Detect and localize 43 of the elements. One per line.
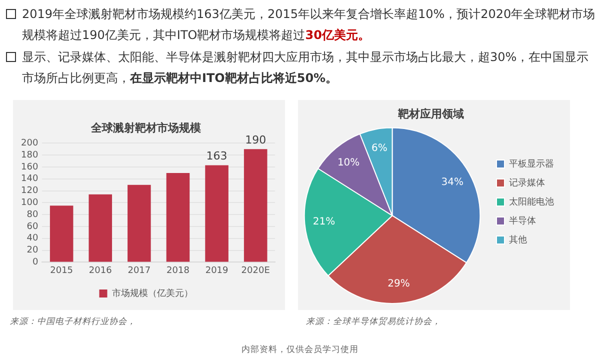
y-tick-label: 60 bbox=[26, 222, 38, 232]
x-tick-label: 2015 bbox=[50, 266, 74, 276]
data-label: 6% bbox=[371, 142, 388, 154]
source-note: 来源：中国电子材料行业协会， bbox=[10, 316, 136, 328]
y-tick-label: 160 bbox=[20, 162, 38, 172]
chart-title: 全球溅射靶材市场规模 bbox=[90, 121, 202, 134]
bar bbox=[88, 194, 112, 262]
x-tick-label: 2016 bbox=[88, 266, 112, 276]
data-label: 34% bbox=[441, 177, 464, 188]
x-tick-label: 2019 bbox=[205, 266, 229, 276]
x-tick-label: 2018 bbox=[166, 266, 190, 276]
legend-label: 平板显示器 bbox=[509, 158, 554, 170]
bar bbox=[205, 165, 228, 262]
y-tick-label: 0 bbox=[32, 258, 38, 268]
bar bbox=[128, 184, 151, 262]
y-tick-label: 180 bbox=[20, 150, 38, 160]
legend-label: 市场规模（亿美元） bbox=[112, 288, 193, 299]
x-tick-label: 2020E bbox=[241, 266, 270, 276]
y-tick-label: 200 bbox=[20, 138, 38, 149]
y-tick-label: 120 bbox=[20, 186, 38, 196]
chart-title: 靶材应用领域 bbox=[397, 107, 464, 120]
bar bbox=[244, 149, 268, 262]
data-label: 10% bbox=[337, 157, 360, 168]
legend-label: 记录媒体 bbox=[509, 177, 545, 188]
text: 在显示靶材中ITO靶材占比将近50%。 bbox=[130, 71, 338, 85]
text: 30亿美元。 bbox=[305, 28, 370, 42]
source-note: 来源：全球半导体贸易统计协会， bbox=[306, 316, 441, 328]
bar bbox=[50, 206, 74, 262]
data-label: 163 bbox=[206, 150, 228, 163]
text: 内部资料，仅供会员学习使用 bbox=[240, 344, 360, 356]
y-tick-label: 100 bbox=[20, 198, 38, 208]
x-tick-label: 2017 bbox=[128, 266, 151, 276]
y-tick-label: 80 bbox=[26, 210, 38, 220]
bar bbox=[166, 172, 190, 262]
data-label: 29% bbox=[388, 278, 410, 290]
data-label: 190 bbox=[245, 134, 266, 147]
y-tick-label: 40 bbox=[26, 234, 38, 244]
y-tick-label: 20 bbox=[26, 246, 38, 256]
y-tick-label: 140 bbox=[20, 174, 38, 184]
data-label: 21% bbox=[312, 216, 336, 228]
legend-label: 半导体 bbox=[509, 215, 536, 226]
legend-label: 其他 bbox=[509, 234, 527, 246]
legend-label: 太阳能电池 bbox=[509, 196, 554, 208]
